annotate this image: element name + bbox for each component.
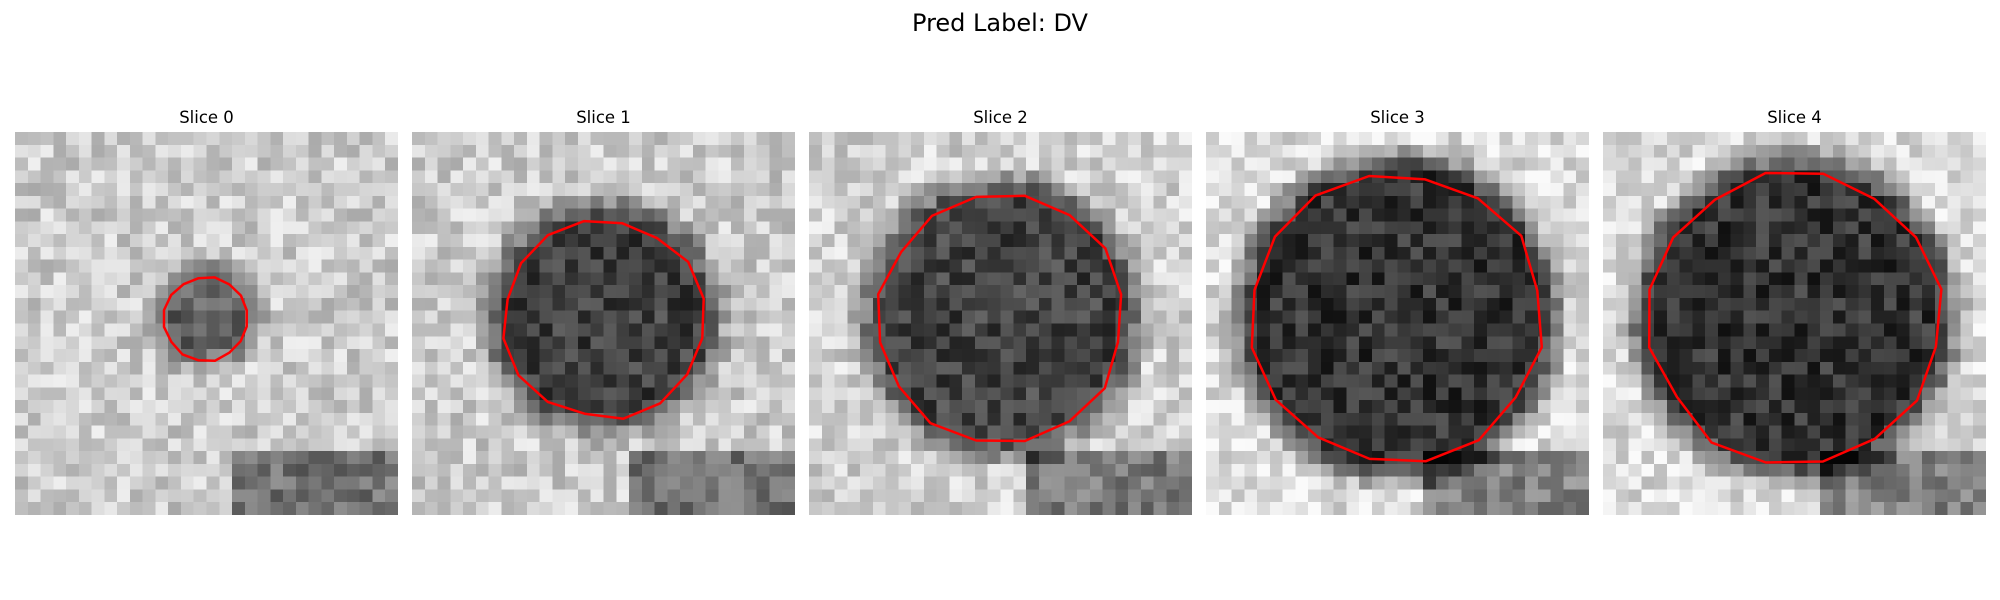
slice-title: Slice 0 <box>179 108 234 127</box>
slice-image <box>1206 132 1589 515</box>
slice-title: Slice 4 <box>1767 108 1822 127</box>
segmentation-contour <box>1647 171 1943 464</box>
slice-title: Slice 1 <box>576 108 631 127</box>
slice-image <box>809 132 1192 515</box>
slice-image <box>15 132 398 515</box>
figure-title: Pred Label: DV <box>912 9 1088 37</box>
slice-panel-1: Slice 1 <box>412 108 795 515</box>
slice-panel-3: Slice 3 <box>1206 108 1589 515</box>
segmentation-contour <box>502 219 705 420</box>
segmentation-contour <box>1250 174 1544 463</box>
slice-panel-2: Slice 2 <box>809 108 1192 515</box>
slice-image <box>412 132 795 515</box>
slice-title: Slice 2 <box>973 108 1028 127</box>
segmentation-contour <box>162 276 249 363</box>
slice-panel-0: Slice 0 <box>15 108 398 515</box>
slice-title: Slice 3 <box>1370 108 1425 127</box>
segmentation-contour <box>876 194 1123 443</box>
slice-panel-4: Slice 4 <box>1603 108 1986 515</box>
slice-image <box>1603 132 1986 515</box>
